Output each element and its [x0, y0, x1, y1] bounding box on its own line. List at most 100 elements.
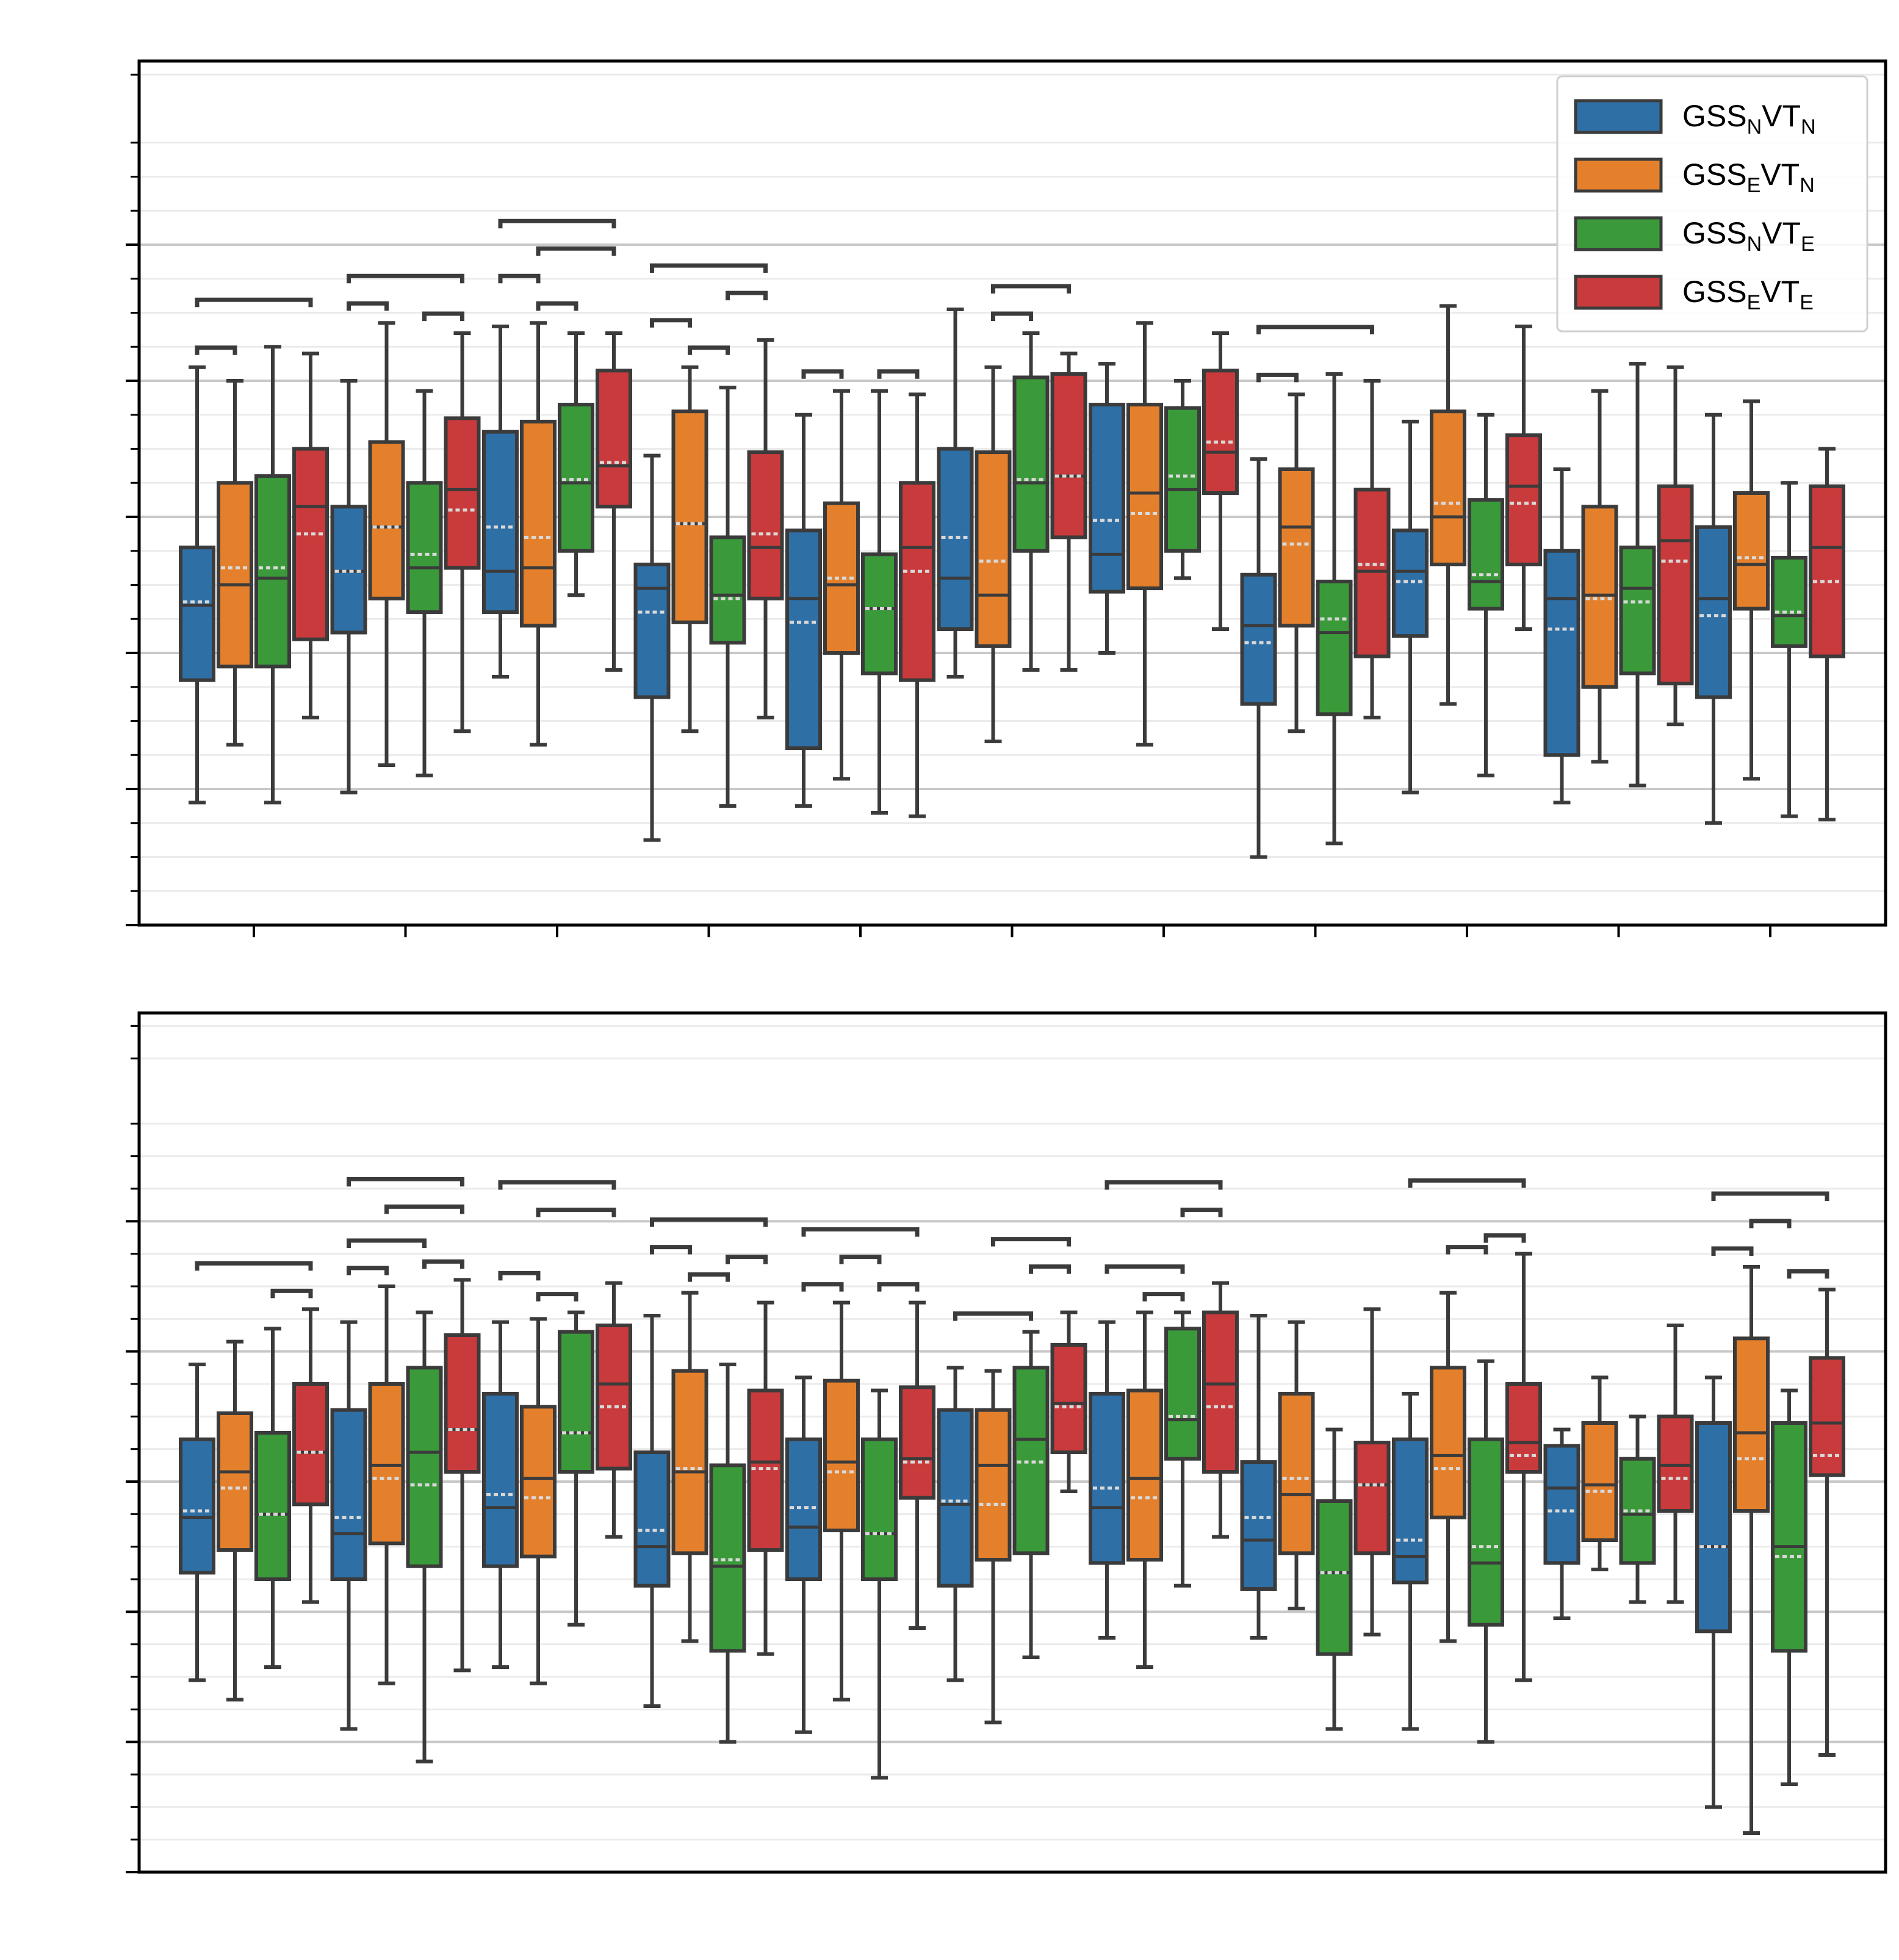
happy-panel [126, 59, 1887, 937]
box-iqr [217, 1411, 253, 1552]
box-iqr [1089, 403, 1125, 594]
bracket-line [877, 369, 920, 379]
significance-bracket [498, 1270, 541, 1281]
bracket-line [801, 1282, 844, 1292]
box-iqr [1809, 484, 1845, 658]
significance-bracket [1446, 1245, 1488, 1255]
box-GSSEVTN-5 [975, 365, 1012, 743]
box-GSSNVTN-4 [785, 413, 822, 808]
box-GSSNVTN-9 [1543, 1427, 1580, 1620]
significance-bracket [1029, 1264, 1071, 1274]
box-GSSEVTN-10 [1733, 1265, 1770, 1835]
box-GSSNVTN-9 [1543, 467, 1580, 805]
box-iqr [1353, 488, 1391, 658]
significance-bracket [650, 318, 692, 328]
box-iqr [633, 1450, 671, 1588]
box-GSSNVTN-10 [1695, 413, 1732, 825]
bracket-line [347, 1238, 427, 1248]
box-GSSNVTE-0 [254, 345, 291, 805]
significance-bracket [1180, 1208, 1223, 1217]
box-iqr [1619, 546, 1656, 676]
box-GSSEVTN-4 [823, 1300, 860, 1702]
significance-bracket [536, 1292, 578, 1302]
box-iqr [330, 505, 367, 635]
legend-text-part: E [1747, 291, 1761, 314]
bracket-line [801, 1227, 920, 1237]
significance-bracket [1142, 1292, 1185, 1302]
box-iqr [1430, 409, 1466, 567]
significance-bracket [1256, 325, 1374, 334]
legend-swatch-GSSEVTN [1574, 157, 1663, 193]
box-iqr [1126, 403, 1163, 591]
box-GSSNVTE-9 [1619, 362, 1656, 788]
box-iqr [1126, 1388, 1163, 1562]
significance-bracket [650, 1245, 692, 1255]
box-GSSEVTE-7 [1353, 379, 1391, 719]
box-iqr [1505, 433, 1542, 567]
bracket-line [1180, 1208, 1223, 1217]
significance-bracket [1256, 372, 1299, 383]
legend-text-part: N [1747, 232, 1762, 256]
box-GSSNVTE-2 [558, 331, 594, 597]
box-iqr [1695, 525, 1732, 699]
significance-bracket [347, 301, 389, 311]
aggressive-panel [126, 1011, 1887, 1874]
significance-bracket [726, 1255, 768, 1264]
box-GSSNVTN-4 [785, 1375, 822, 1734]
bracket-line [650, 1217, 768, 1227]
significance-bracket [801, 1227, 920, 1237]
significance-bracket [347, 1176, 464, 1187]
bracket-line [726, 290, 768, 301]
box-iqr [975, 1408, 1012, 1562]
significance-bracket [1483, 1233, 1526, 1243]
significance-bracket [991, 284, 1071, 294]
box-GSSNVTN-1 [330, 1320, 367, 1731]
bracket-line [536, 1292, 578, 1302]
box-iqr [1733, 491, 1770, 611]
bracket-line [270, 1288, 313, 1299]
box-GSSEVTN-2 [520, 321, 557, 747]
significance-bracket [801, 369, 844, 379]
box-GSSNVTE-8 [1468, 1359, 1504, 1744]
box-GSSEVTE-9 [1657, 1324, 1694, 1604]
box-iqr [1278, 1392, 1315, 1555]
box-iqr [254, 474, 291, 669]
box-GSSEVTE-1 [444, 331, 481, 733]
significance-bracket [1749, 1219, 1792, 1228]
box-iqr [1240, 572, 1277, 706]
box-iqr [1240, 1460, 1277, 1591]
box-GSSEVTN-3 [671, 1291, 708, 1643]
box-GSSNVTE-5 [1012, 331, 1050, 672]
box-GSSEVTN-3 [671, 365, 708, 733]
box-GSSNVTE-1 [406, 389, 443, 777]
bracket-line [347, 1266, 389, 1275]
legend-label-GSSNVTN: GSSNVTN [1682, 99, 1816, 139]
bracket-line [422, 1259, 464, 1269]
box-iqr [596, 1324, 632, 1471]
box-iqr [217, 481, 253, 669]
box-GSSNVTE-6 [1164, 1310, 1201, 1588]
significance-bracket [801, 1282, 844, 1292]
bracket-line [498, 273, 541, 284]
box-GSSEVTE-10 [1809, 447, 1845, 822]
significance-bracket [347, 1266, 389, 1275]
box-GSSNVTE-7 [1316, 1427, 1353, 1731]
legend-label-GSSEVTN: GSSEVTN [1682, 157, 1815, 197]
box-iqr [179, 1437, 215, 1575]
bracket-line [650, 1245, 692, 1255]
box-iqr [1392, 528, 1429, 638]
significance-bracket [877, 1282, 920, 1292]
box-iqr [482, 1392, 519, 1568]
box-GSSEVTN-0 [217, 1339, 253, 1702]
box-iqr [558, 1330, 594, 1474]
box-iqr [596, 369, 632, 509]
box-iqr [1164, 1327, 1201, 1461]
bracket-line [650, 263, 768, 273]
box-iqr [1809, 1356, 1845, 1477]
box-GSSEVTE-8 [1505, 324, 1542, 631]
bracket-line [839, 1255, 882, 1264]
significance-bracket [498, 1180, 616, 1190]
box-GSSEVTN-5 [975, 1369, 1012, 1724]
box-GSSEVTN-7 [1278, 392, 1315, 733]
